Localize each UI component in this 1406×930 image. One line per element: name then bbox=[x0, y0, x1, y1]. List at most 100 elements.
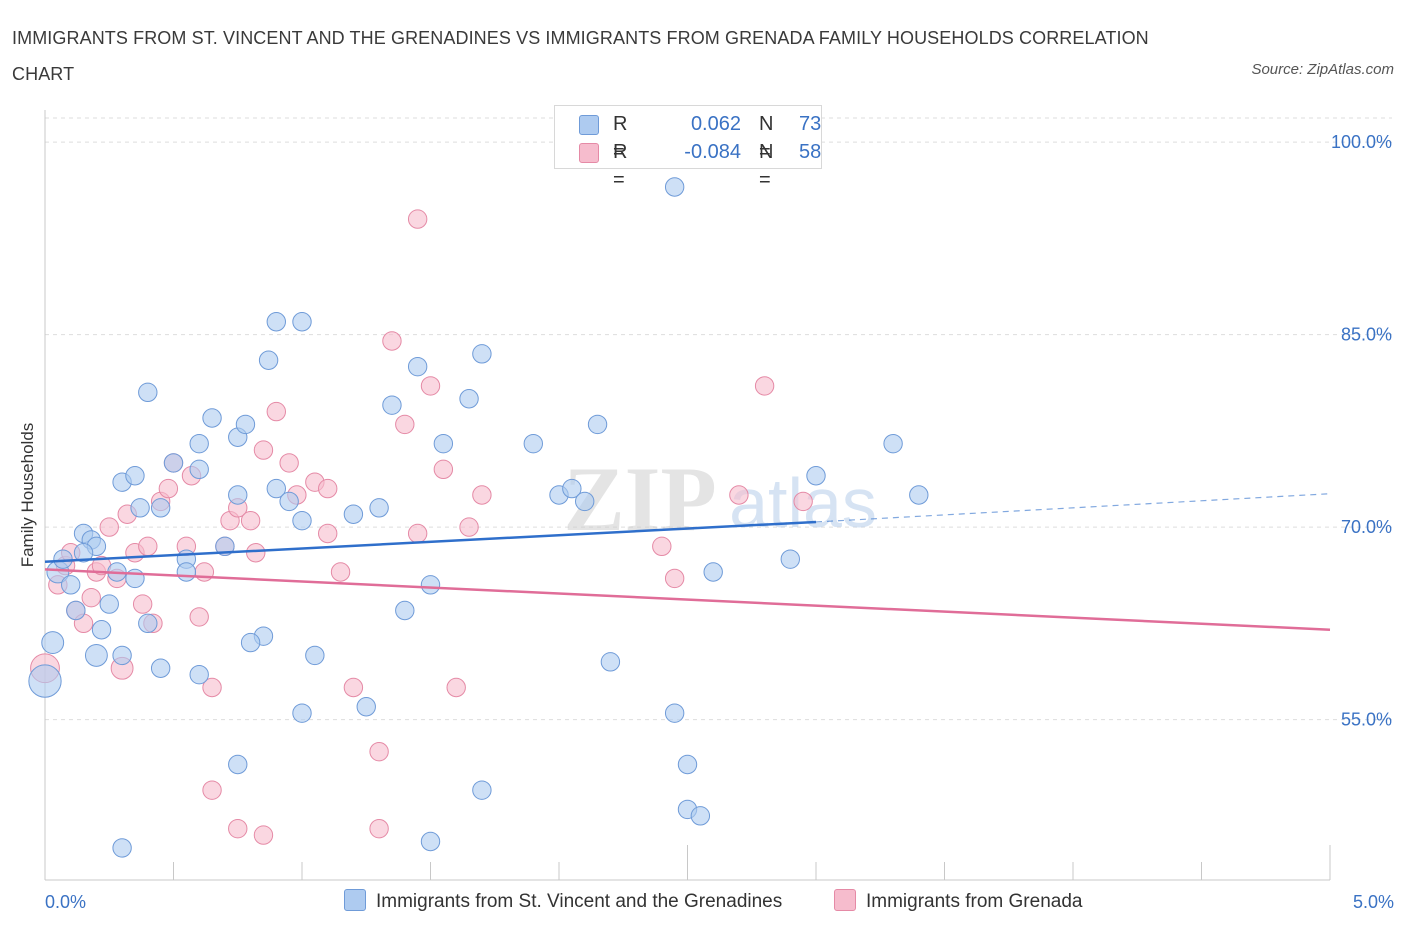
data-point-st-vincent bbox=[99, 594, 119, 614]
data-point-st-vincent bbox=[433, 433, 454, 454]
data-point-st-vincent bbox=[84, 643, 108, 667]
data-point-grenada bbox=[330, 562, 351, 582]
data-point-st-vincent bbox=[664, 177, 685, 197]
data-point-st-vincent bbox=[189, 433, 209, 454]
data-point-st-vincent bbox=[562, 478, 582, 499]
data-point-grenada bbox=[664, 568, 685, 589]
data-point-grenada bbox=[407, 209, 428, 229]
data-point-grenada bbox=[202, 780, 222, 800]
data-point-st-vincent bbox=[130, 498, 150, 518]
data-point-grenada bbox=[240, 510, 261, 531]
legend-n-label: N = bbox=[759, 141, 774, 191]
data-point-grenada bbox=[420, 376, 441, 396]
data-point-st-vincent bbox=[459, 389, 479, 409]
y-tick-label: 100.0% bbox=[1331, 132, 1392, 152]
y-axis-label: Family Households bbox=[18, 422, 37, 568]
data-point-grenada bbox=[459, 517, 479, 537]
data-point-grenada bbox=[266, 401, 286, 422]
x-tick-label-left: 0.0% bbox=[45, 892, 86, 912]
data-point-st-vincent bbox=[202, 408, 222, 428]
legend-swatch-pink bbox=[834, 889, 856, 911]
data-point-grenada bbox=[472, 485, 492, 505]
axis-layer bbox=[44, 110, 1331, 881]
data-point-st-vincent bbox=[292, 510, 312, 531]
data-point-st-vincent bbox=[305, 645, 325, 666]
data-point-st-vincent bbox=[292, 703, 312, 723]
tick-labels: 100.0% 85.0% 70.0% 55.0% 0.0% 5.0% bbox=[45, 132, 1394, 912]
data-point-st-vincent bbox=[472, 780, 492, 800]
y-tick-label: 55.0% bbox=[1341, 710, 1392, 730]
data-point-grenada bbox=[754, 376, 775, 396]
legend-n-value: 58 bbox=[799, 141, 822, 163]
data-point-st-vincent bbox=[258, 350, 279, 370]
data-point-grenada bbox=[132, 594, 153, 614]
data-point-grenada bbox=[253, 440, 274, 460]
data-point-grenada bbox=[189, 607, 209, 627]
data-point-st-vincent bbox=[395, 600, 415, 621]
data-point-grenada bbox=[369, 818, 389, 839]
data-point-grenada bbox=[318, 478, 338, 499]
data-point-st-vincent bbox=[909, 485, 929, 505]
data-point-st-vincent bbox=[523, 433, 543, 454]
series-name: Immigrants from St. Vincent and the Gren… bbox=[376, 891, 783, 912]
data-point-grenada bbox=[253, 825, 274, 845]
data-point-st-vincent bbox=[41, 631, 65, 655]
data-point-st-vincent bbox=[112, 838, 132, 858]
data-point-st-vincent bbox=[228, 754, 248, 775]
data-point-grenada bbox=[652, 536, 672, 557]
data-point-st-vincent bbox=[356, 697, 376, 717]
data-point-st-vincent bbox=[66, 600, 86, 621]
y-tick-label: 85.0% bbox=[1341, 325, 1392, 345]
legend-n-label: N = bbox=[759, 113, 774, 163]
data-point-grenada bbox=[433, 459, 454, 480]
data-point-st-vincent bbox=[91, 620, 112, 640]
data-point-st-vincent bbox=[125, 466, 145, 486]
data-point-st-vincent bbox=[138, 382, 158, 403]
data-point-st-vincent bbox=[189, 459, 209, 480]
series-name: Immigrants from Grenada bbox=[866, 891, 1083, 912]
legend-swatch-blue bbox=[579, 115, 599, 135]
data-point-grenada bbox=[228, 818, 248, 839]
data-point-st-vincent bbox=[407, 356, 428, 377]
st-vincent-points bbox=[28, 177, 929, 858]
y-tick-label: 70.0% bbox=[1341, 517, 1392, 537]
data-point-st-vincent bbox=[780, 549, 800, 569]
x-tick-label-right: 5.0% bbox=[1353, 892, 1394, 912]
data-point-st-vincent bbox=[420, 575, 441, 595]
data-point-st-vincent bbox=[125, 568, 145, 589]
data-point-st-vincent bbox=[138, 613, 158, 634]
data-point-grenada bbox=[793, 491, 813, 512]
data-point-grenada bbox=[158, 478, 179, 499]
data-point-grenada bbox=[407, 523, 428, 544]
trend-line-grenada bbox=[44, 568, 1331, 631]
data-point-st-vincent bbox=[112, 645, 132, 666]
legend-swatch-blue bbox=[344, 889, 366, 911]
bottom-legend-st-vincent[interactable]: Immigrants from St. Vincent and the Gren… bbox=[344, 889, 782, 915]
data-point-st-vincent bbox=[369, 498, 389, 518]
data-point-st-vincent bbox=[240, 632, 261, 653]
data-point-st-vincent bbox=[73, 543, 94, 563]
data-point-grenada bbox=[395, 414, 415, 435]
data-point-st-vincent bbox=[150, 658, 171, 678]
data-point-st-vincent bbox=[677, 754, 698, 775]
legend-swatch-pink bbox=[579, 143, 599, 163]
data-point-st-vincent bbox=[189, 664, 209, 685]
legend-r-label: R = bbox=[613, 113, 628, 163]
source-label: Source: ZipAtlas.com bbox=[1251, 61, 1394, 78]
data-point-grenada bbox=[246, 543, 266, 563]
legend-r-label: R = bbox=[613, 141, 628, 191]
data-point-st-vincent bbox=[61, 575, 81, 595]
data-point-st-vincent bbox=[472, 344, 492, 364]
data-point-grenada bbox=[369, 741, 389, 762]
data-point-st-vincent bbox=[587, 414, 608, 435]
data-point-st-vincent bbox=[343, 504, 364, 524]
data-point-grenada bbox=[81, 587, 101, 608]
data-point-grenada bbox=[446, 677, 466, 698]
data-point-grenada bbox=[382, 331, 402, 351]
data-point-st-vincent bbox=[53, 549, 73, 569]
data-point-st-vincent bbox=[28, 664, 62, 698]
data-point-st-vincent bbox=[150, 498, 171, 518]
data-point-st-vincent bbox=[575, 491, 595, 512]
bottom-legend-grenada[interactable]: Immigrants from Grenada bbox=[834, 889, 1082, 915]
